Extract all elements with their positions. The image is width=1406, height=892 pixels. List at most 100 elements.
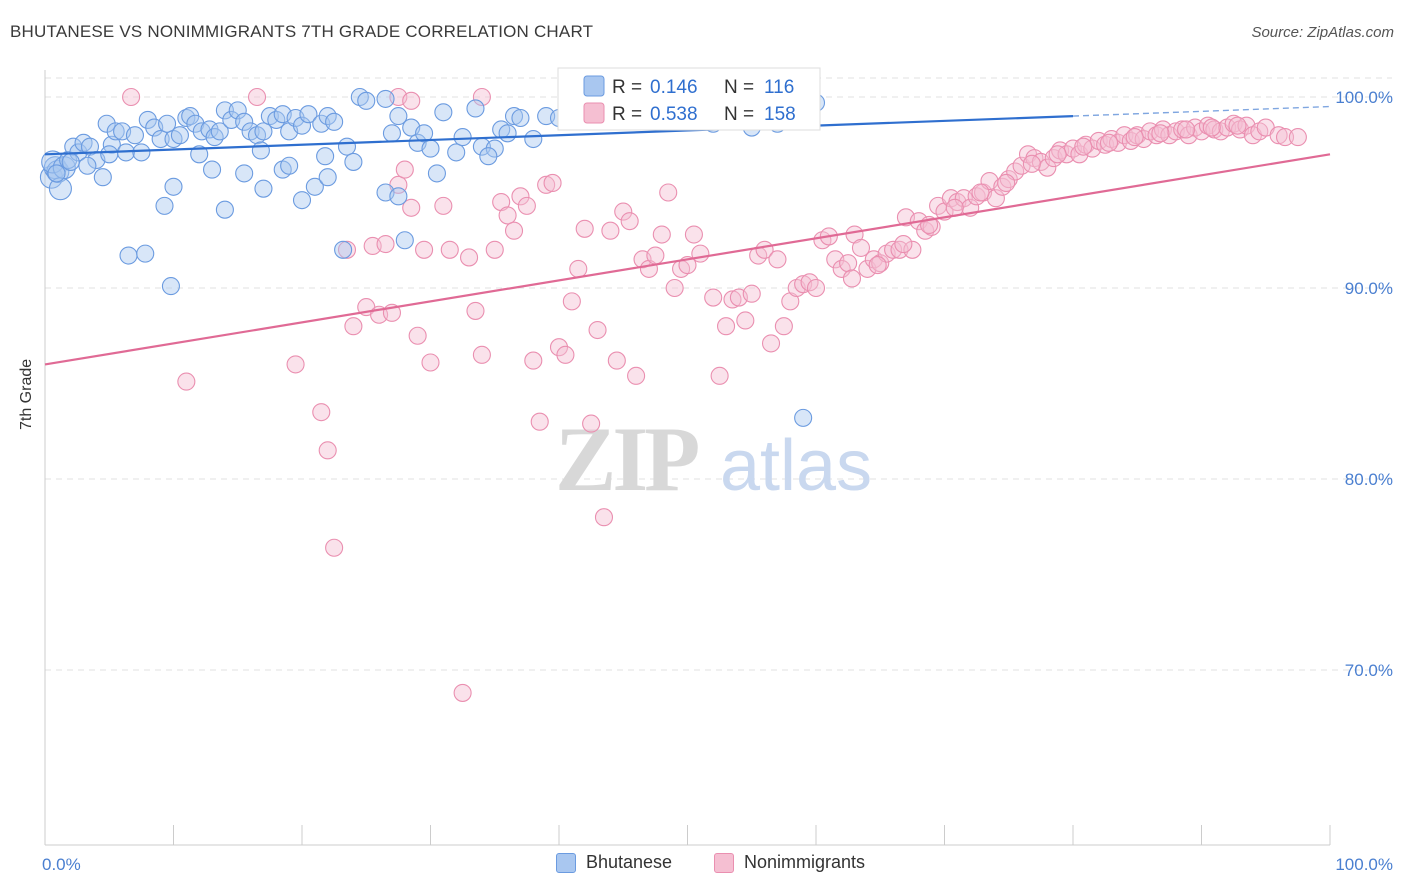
nonimmigrants-point [971, 183, 990, 202]
nonimmigrants-point [1275, 128, 1295, 147]
nonimmigrants-point [434, 196, 453, 215]
nonimmigrants-point [472, 87, 491, 107]
nonimmigrants-point [1228, 116, 1247, 135]
nonimmigrants-point [742, 284, 761, 303]
nonimmigrants-point [659, 183, 678, 202]
bhutanese-point [504, 107, 524, 126]
nonimmigrants-point [691, 244, 710, 263]
nonimmigrants-point [851, 238, 871, 257]
nonimmigrants-point [684, 225, 703, 244]
bhutanese-n-label: N = [724, 77, 754, 98]
bhutanese-point [395, 231, 414, 250]
bhutanese-point [125, 126, 144, 145]
tick-labels: 70.0% 80.0% 90.0% 100.0% 0.0% 100.0% [42, 88, 1393, 874]
bhutanese-point [161, 277, 180, 296]
bhutanese-point [794, 408, 813, 427]
watermark: ZIP atlas [555, 408, 872, 510]
bhutanese-point [203, 160, 222, 179]
nonimmigrants-point [318, 441, 337, 460]
nonimmigrants-point [337, 240, 357, 259]
bhutanese-point [251, 141, 270, 160]
bhutanese-point [485, 139, 504, 158]
nonimmigrants-point [376, 235, 395, 254]
nonimmigrants-point [395, 160, 414, 179]
chart-source: Source: ZipAtlas.com [1251, 24, 1394, 41]
bhutanese-points [39, 87, 826, 427]
nonimmigrants-point [704, 288, 723, 307]
chart-title: BHUTANESE VS NONIMMIGRANTS 7TH GRADE COR… [10, 22, 594, 41]
bhutanese-point [138, 110, 157, 129]
x-tick-label: 0.0% [42, 855, 81, 874]
nonimmigrants-point [646, 246, 665, 265]
bhutanese-point [47, 164, 66, 183]
bhutanese-point [190, 145, 209, 164]
nonimmigrants-point [575, 219, 594, 238]
bhutanese-swatch [583, 75, 605, 97]
nonimmigrants-point [1269, 126, 1288, 145]
bhutanese-point [280, 156, 299, 175]
bhutanese-point [382, 124, 402, 143]
nonimmigrants-point [652, 225, 671, 244]
nonimmigrants-point [1125, 128, 1144, 147]
nonimmigrants-point [517, 196, 536, 215]
nonimmigrants-point [1177, 120, 1196, 139]
nonimmigrants-point [871, 254, 890, 273]
nonimmigrants-point [504, 221, 524, 240]
bhutanese-point [215, 101, 234, 120]
nonimmigrants-n-label: N = [724, 104, 754, 125]
bhutanese-point [337, 137, 357, 156]
y-tick-label: 90.0% [1345, 279, 1393, 298]
axes [44, 70, 1331, 846]
y-tick-label: 100.0% [1335, 88, 1393, 107]
bhutanese-n-value: 116 [764, 77, 794, 98]
bhutanese-point [524, 129, 543, 149]
nonimmigrants-point [543, 173, 562, 192]
bhutanese-point [93, 168, 112, 187]
bhutanese-point [292, 191, 312, 210]
y-tick-label: 80.0% [1345, 470, 1393, 489]
nonimmigrants-point [286, 355, 305, 374]
bhutanese-trend-extension [1072, 105, 1331, 117]
bhutanese-point [427, 164, 446, 183]
bhutanese-point [479, 147, 498, 166]
nonimmigrants-point [774, 317, 793, 336]
bhutanese-point [205, 128, 224, 147]
nonimmigrants-point [524, 351, 543, 370]
bhutanese-point [235, 164, 254, 183]
bhutanese-point [215, 200, 234, 219]
nonimmigrants-point [1038, 158, 1057, 177]
nonimmigrants-point [1151, 124, 1170, 143]
nonimmigrants-point [868, 256, 887, 275]
nonimmigrants-point [588, 320, 607, 340]
nonimmigrants-point [402, 91, 421, 110]
bhutanese-point [132, 143, 151, 162]
bhutanese-point [254, 179, 273, 198]
bhutanese-point [318, 168, 337, 187]
bhutanese-trend-line [44, 115, 1074, 156]
nonimmigrants-point [569, 259, 588, 278]
bhutanese-point [299, 105, 318, 124]
bhutanese-point [305, 177, 324, 196]
nonimmigrants-point [614, 202, 633, 221]
legend-item-nonimmigrants[interactable]: Nonimmigrants [714, 852, 865, 873]
nonimmigrants-point [620, 212, 639, 231]
nonimmigrants-point [1022, 154, 1041, 173]
bhutanese-point [59, 150, 78, 170]
nonimmigrants-point [1202, 118, 1221, 137]
bhutanese-point [389, 187, 408, 206]
nonimmigrants-r-label: R = [612, 104, 642, 125]
nonimmigrants-point [415, 240, 434, 259]
nonimmigrants-point [402, 198, 421, 217]
nonimmigrants-point [247, 87, 267, 107]
bhutanese-point [170, 126, 189, 145]
nonimmigrants-trend-line [44, 153, 1331, 366]
nonimmigrants-point [839, 254, 858, 273]
nonimmigrants-r-value: 0.538 [650, 104, 698, 125]
trend-lines [44, 105, 1331, 366]
nonimmigrants-point [556, 345, 575, 364]
legend-swatch-bhutanese [556, 852, 576, 873]
nonimmigrants-point [768, 250, 787, 269]
bhutanese-point [334, 240, 353, 259]
legend-item-bhutanese[interactable]: Bhutanese [556, 852, 672, 873]
